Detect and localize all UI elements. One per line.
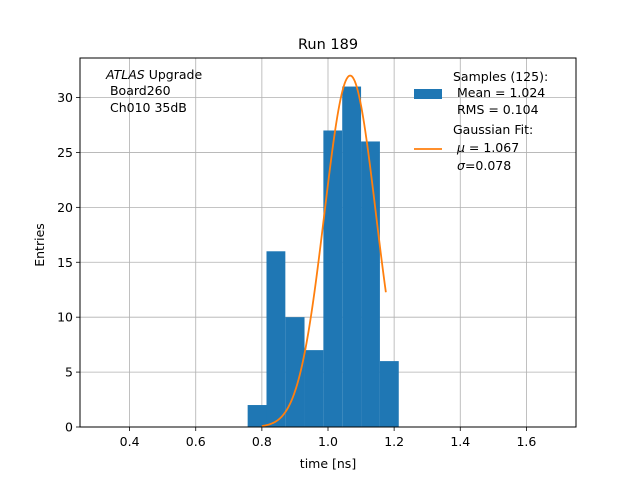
- y-tick-label: 30: [57, 90, 73, 105]
- gaussian-fit-curve: [261, 74, 387, 427]
- chart-title: Run 189: [298, 37, 358, 53]
- y-tick-label: 0: [65, 420, 73, 435]
- histogram-bar: [247, 405, 267, 427]
- legend-fit-sigma: σ=0.078: [457, 158, 511, 173]
- histogram-bar: [266, 251, 286, 427]
- x-tick-label: 0.6: [186, 434, 206, 449]
- y-tick-label: 5: [65, 365, 73, 380]
- legend-samples-line-3: RMS = 0.104: [453, 102, 539, 117]
- y-tick-label: 20: [57, 200, 73, 215]
- histogram-bar: [323, 130, 343, 427]
- legend-sigma-value: =0.078: [465, 158, 511, 173]
- annotation-atlas: ATLAS: [105, 67, 145, 82]
- y-axis-ticks: 0 5 10 15 20 25 30: [57, 90, 80, 435]
- y-axis-label: Entries: [32, 223, 47, 267]
- legend-mu-value: = 1.067: [465, 140, 519, 155]
- legend-fit-mu: μ = 1.067: [456, 140, 519, 155]
- histogram-bar: [342, 86, 362, 427]
- histogram-bar: [304, 350, 324, 427]
- y-tick-label: 15: [57, 255, 73, 270]
- x-axis-label: time [ns]: [300, 456, 356, 471]
- legend-fit-line-1: Gaussian Fit:: [453, 122, 533, 137]
- histogram-bar: [379, 361, 399, 427]
- annotation-upgrade: Upgrade: [145, 67, 203, 82]
- x-tick-label: 1.6: [516, 434, 536, 449]
- histogram-bar: [285, 317, 305, 427]
- annotation-line-3: Ch010 35dB: [106, 100, 187, 115]
- y-tick-label: 25: [57, 145, 73, 160]
- x-tick-label: 1.4: [450, 434, 470, 449]
- gaussian-fit: [261, 74, 387, 427]
- y-tick-label: 10: [57, 310, 73, 325]
- legend-swatch-samples: [414, 89, 442, 99]
- legend-samples-line-1: Samples (125):: [453, 69, 548, 84]
- x-tick-label: 0.8: [252, 434, 272, 449]
- atlas-annotation: ATLAS Upgrade Board260 Ch010 35dB: [105, 67, 202, 115]
- x-axis-ticks: 0.4 0.6 0.8 1.0 1.2 1.4 1.6: [120, 427, 536, 449]
- x-tick-label: 0.4: [120, 434, 140, 449]
- annotation-line-1: ATLAS Upgrade: [105, 67, 202, 82]
- legend-samples-line-2: Mean = 1.024: [453, 85, 545, 100]
- x-tick-label: 1.0: [318, 434, 338, 449]
- annotation-line-2: Board260: [106, 83, 171, 98]
- histogram-bar: [361, 141, 380, 427]
- legend: Samples (125): Mean = 1.024 RMS = 0.104 …: [414, 69, 548, 173]
- x-tick-label: 1.2: [384, 434, 404, 449]
- histogram-bars: [247, 86, 399, 427]
- legend-sigma-symbol: σ: [457, 158, 466, 173]
- legend-mu-symbol: μ: [456, 140, 465, 155]
